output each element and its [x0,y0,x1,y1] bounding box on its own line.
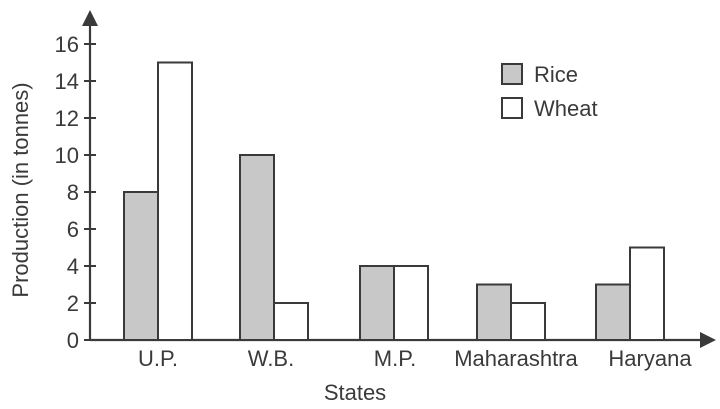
y-axis-title: Production (in tonnes) [8,82,33,297]
bar-rice-maharashtra [476,283,512,341]
y-tick-label: 0 [67,328,79,353]
y-tick-label: 12 [55,106,79,131]
bar-wheat-mp [393,265,429,341]
category-label: Maharashtra [454,346,578,371]
bar-rice-haryana [595,283,631,341]
y-tick-label: 10 [55,143,79,168]
legend: Rice Wheat [501,62,598,121]
bar-wheat-up [157,61,193,341]
bar-wheat-wb [273,302,309,341]
x-axis-arrow [700,332,716,348]
legend-swatch-rice [501,63,523,85]
bar-wheat-maharashtra [510,302,546,341]
legend-swatch-wheat [501,97,523,119]
bar-rice-wb [239,154,275,341]
y-tick-label: 6 [67,217,79,242]
category-label: Haryana [608,346,692,371]
category-label: W.B. [248,346,294,371]
legend-label-rice: Rice [534,62,578,87]
category-label: M.P. [374,346,416,371]
category-label-group: U.P. W.B. M.P. Maharashtra Haryana [138,346,692,371]
y-tick-label: 8 [67,180,79,205]
y-tick-group: 0 2 4 6 8 10 12 14 16 [55,32,96,353]
bar-rice-up [123,191,159,341]
y-tick-label: 16 [55,32,79,57]
x-axis-title: States [324,380,386,405]
legend-label-wheat: Wheat [534,96,598,121]
y-tick-label: 4 [67,254,79,279]
bar-rice-mp [359,265,395,341]
bar-group [123,61,665,341]
category-label: U.P. [138,346,178,371]
y-axis-arrow [82,10,98,26]
bar-wheat-haryana [629,246,665,341]
y-tick-label: 2 [67,291,79,316]
y-tick-label: 14 [55,69,79,94]
